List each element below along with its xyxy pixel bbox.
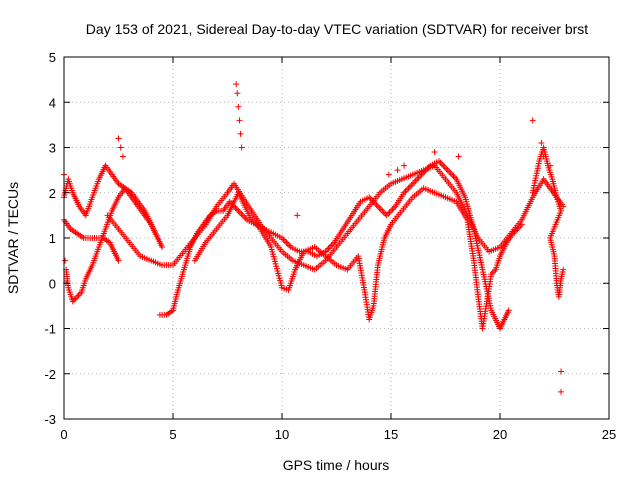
data-point xyxy=(529,117,536,124)
data-point xyxy=(444,167,451,174)
data-point xyxy=(386,209,393,216)
chart-title: Day 153 of 2021, Sidereal Day-to-day VTE… xyxy=(86,21,588,37)
y-tick-label: 5 xyxy=(49,50,56,65)
x-tick-label: 10 xyxy=(275,427,289,442)
y-tick-label: 1 xyxy=(49,231,56,246)
data-point xyxy=(440,162,447,169)
data-point xyxy=(117,144,124,151)
data-point xyxy=(154,235,161,241)
data-point xyxy=(414,176,421,183)
data-point xyxy=(235,207,242,214)
y-axis-label: SDTVAR / TECUs xyxy=(5,182,21,294)
data-point xyxy=(115,257,122,264)
data-point xyxy=(374,203,381,210)
data-point xyxy=(372,200,379,207)
data-point xyxy=(446,168,453,175)
data-point xyxy=(119,153,126,160)
data-point xyxy=(233,206,240,213)
y-tick-label: 0 xyxy=(49,276,56,291)
x-tick-label: 25 xyxy=(602,427,616,442)
y-tick-label: -1 xyxy=(44,322,56,337)
data-point xyxy=(405,185,412,192)
data-point xyxy=(450,173,457,180)
data-point xyxy=(238,144,245,151)
data-point xyxy=(379,207,386,214)
x-axis-label: GPS time / hours xyxy=(283,457,390,473)
data-point xyxy=(235,103,242,110)
data-point xyxy=(406,183,413,190)
data-point xyxy=(239,212,246,219)
data-point xyxy=(540,153,547,160)
data-point xyxy=(402,188,409,195)
data-point xyxy=(280,236,287,243)
data-point xyxy=(412,177,419,184)
data-point xyxy=(385,210,392,217)
data-point xyxy=(401,162,408,169)
x-tick-label: 0 xyxy=(60,427,67,442)
data-point xyxy=(281,238,288,245)
data-point xyxy=(294,212,301,219)
data-point xyxy=(388,207,394,214)
data-point xyxy=(324,247,331,254)
data-point xyxy=(558,388,565,395)
data-point xyxy=(236,209,243,216)
data-point xyxy=(380,209,387,216)
data-point xyxy=(558,368,565,375)
data-point xyxy=(328,242,335,249)
data-point xyxy=(443,165,450,172)
data-point xyxy=(241,213,248,220)
data-point xyxy=(408,182,415,189)
data-point xyxy=(547,162,554,169)
data-points xyxy=(61,81,567,395)
data-point xyxy=(159,244,166,251)
data-point xyxy=(409,180,416,187)
data-point xyxy=(62,257,69,264)
data-point xyxy=(449,171,456,178)
data-point xyxy=(518,221,525,228)
x-tick-label: 15 xyxy=(384,427,398,442)
axis-ticks: 0 5 10 15 20 25 -3 -2 -1 0 1 2 3 4 5 xyxy=(44,50,616,442)
data-point xyxy=(75,292,82,299)
data-point xyxy=(415,174,422,181)
data-point xyxy=(411,179,418,186)
data-point xyxy=(447,170,454,177)
data-point xyxy=(389,206,396,213)
data-point xyxy=(455,153,462,160)
data-point xyxy=(376,204,383,211)
data-point xyxy=(403,186,410,193)
data-point xyxy=(431,149,438,156)
data-point xyxy=(560,266,567,273)
y-tick-label: 4 xyxy=(49,95,56,110)
data-point xyxy=(242,215,249,222)
data-point xyxy=(538,139,545,146)
y-tick-label: 3 xyxy=(49,141,56,156)
data-point xyxy=(394,167,401,174)
data-point xyxy=(505,307,512,314)
data-point xyxy=(237,130,244,137)
data-point xyxy=(72,295,79,302)
x-tick-label: 20 xyxy=(493,427,507,442)
data-point xyxy=(115,135,122,142)
data-point xyxy=(234,90,241,97)
data-point xyxy=(390,204,397,211)
x-tick-label: 5 xyxy=(169,427,176,442)
data-point xyxy=(441,164,448,171)
data-point xyxy=(385,171,392,178)
y-tick-label: 2 xyxy=(49,186,56,201)
data-point xyxy=(238,210,245,217)
y-tick-label: -2 xyxy=(44,367,56,382)
data-point xyxy=(377,206,384,213)
y-tick-label: -3 xyxy=(44,412,56,427)
data-point xyxy=(437,159,444,166)
data-point xyxy=(284,241,291,248)
data-point xyxy=(236,117,243,124)
data-point xyxy=(283,239,290,246)
data-point xyxy=(383,212,390,219)
data-point xyxy=(286,242,293,249)
data-point xyxy=(233,81,240,88)
